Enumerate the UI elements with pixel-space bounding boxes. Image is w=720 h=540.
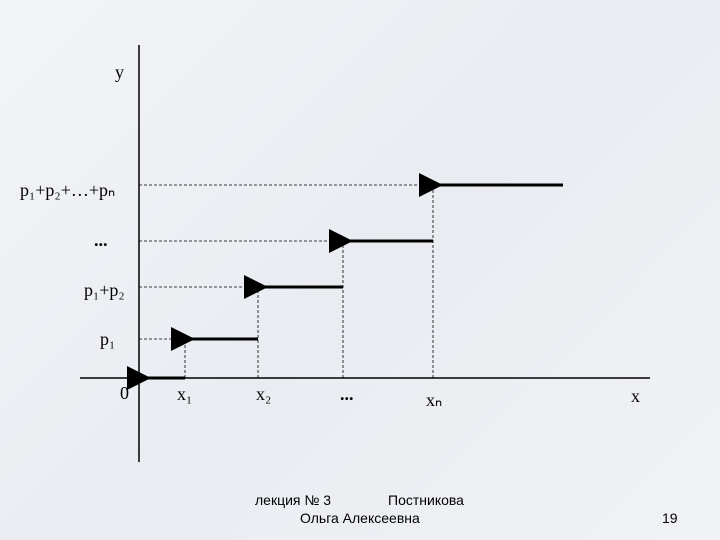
- y-label: p₁+p₂+…+pₙ: [20, 180, 115, 200]
- y-label: 0: [120, 383, 129, 403]
- y-label: p₁: [100, 329, 115, 349]
- y-axis-label: y: [115, 62, 124, 82]
- x-label: x₂: [256, 384, 271, 404]
- diagram: y x p₁+p₂+…+pₙ ... p₁+p₂ p₁ 0 x₁ x₂ ... …: [20, 45, 650, 462]
- x-label: x₁: [177, 384, 192, 404]
- lecture-label: лекция № 3: [255, 492, 331, 508]
- x-label: xₙ: [426, 390, 442, 410]
- page-number: 19: [662, 510, 678, 526]
- footer: лекция № 3 Постникова Ольга Алексеевна 1…: [255, 492, 678, 526]
- y-label: ...: [94, 230, 108, 250]
- x-label: ...: [340, 384, 354, 404]
- author-name: Ольга Алексеевна: [300, 510, 420, 526]
- author-surname: Постникова: [388, 492, 464, 508]
- guide-lines: [139, 184, 434, 378]
- x-axis-label: x: [631, 386, 640, 406]
- y-label: p₁+p₂: [84, 280, 125, 300]
